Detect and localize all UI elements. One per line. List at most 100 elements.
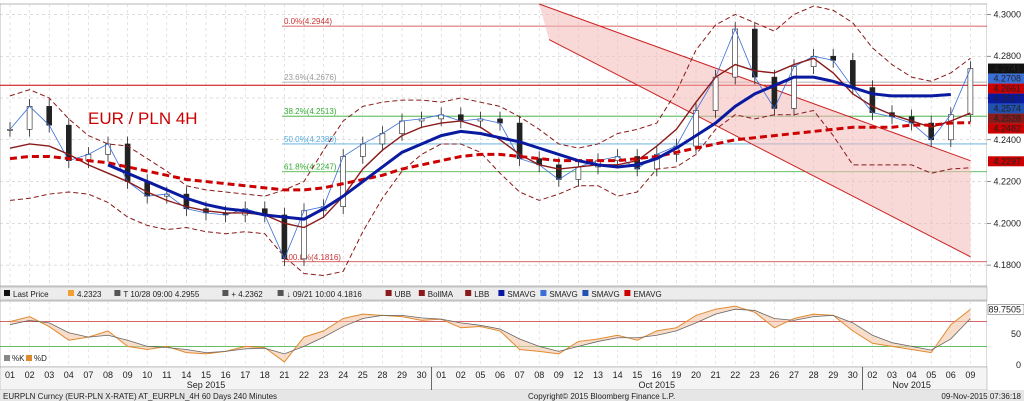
legend-swatch (114, 290, 121, 296)
legend-label: + 4.2362 (231, 290, 263, 299)
date-tick-label: 05 (475, 370, 485, 380)
date-tick-label: 21 (711, 370, 721, 380)
price-tag-label: 4.2617 (993, 94, 1021, 104)
fib-label: 100.0%(4.1816) (284, 253, 341, 262)
candle-body (555, 164, 562, 180)
fib-label: 0.0%(4.2944) (284, 17, 332, 26)
date-tick-label: 08 (534, 370, 544, 380)
date-tick-label: 30 (848, 370, 858, 380)
footer-bar: EURPLN Curncy (EUR-PLN X-RATE) AT_EURPLN… (0, 390, 1024, 401)
date-tick-label: 09 (554, 370, 564, 380)
fib-label: 23.6%(4.2676) (284, 73, 337, 82)
chart-title: EUR / PLN 4H (88, 109, 198, 128)
legend-swatch (4, 290, 10, 296)
price-tag-label: 4.2708 (993, 74, 1021, 84)
price-tick-label: 4.1800 (993, 260, 1021, 270)
date-tick-label: 06 (495, 370, 505, 380)
candle-body (947, 114, 954, 141)
channel-fill (539, 4, 971, 257)
price-tag-bg (988, 156, 1024, 167)
legend-label: SMAVG (549, 290, 577, 299)
price-tag-bg (988, 63, 1024, 74)
date-tick-label: 06 (946, 370, 956, 380)
ema-line (9, 121, 971, 192)
date-tick-label: 07 (83, 370, 93, 380)
candle-body (124, 143, 131, 182)
date-axis: 01 02 03 04 07 08 09 10 11 14 15 16 17 18 21 22 23 24 25 28… (0, 366, 988, 391)
legend-label: BollMA (428, 290, 454, 299)
date-tick-label: 01 (5, 370, 15, 380)
date-tick-label: 01 (436, 370, 446, 380)
date-tick-label: 22 (299, 370, 309, 380)
candle-body (340, 156, 347, 207)
fib-label: 61.8%(4.2247) (284, 163, 337, 172)
price-tick-label: 4.3000 (993, 9, 1021, 19)
price-axis-bg (987, 4, 1024, 286)
price-tick-label: 4.2400 (993, 135, 1021, 145)
price-tag-bg (988, 113, 1024, 124)
date-tick-label: 12 (573, 370, 583, 380)
footer-center: Copyright© 2015 Bloomberg Finance L.P. (528, 392, 675, 401)
price-tag-bg (988, 123, 1024, 134)
date-tick-label: 09 (965, 370, 975, 380)
date-tick-label: 02 (25, 370, 35, 380)
candle-body (46, 106, 53, 126)
legend-swatch (222, 290, 229, 296)
price-tag-bg (988, 93, 1024, 104)
legend-swatch (465, 290, 472, 296)
legend-swatch (540, 290, 547, 296)
date-tick-label: 03 (887, 370, 897, 380)
lower-bollinger-line (9, 109, 971, 277)
price-tag-bg (988, 103, 1024, 114)
fib-label: 50.0%(4.2380) (284, 135, 337, 144)
price-tags: 4.27414.27084.26614.26174.25744.25284.24… (988, 63, 1024, 167)
month-label: Oct 2015 (639, 380, 676, 390)
legend-swatch (418, 290, 425, 296)
candle-body (869, 87, 876, 113)
price-tag-bg (988, 83, 1024, 94)
date-tick-label: 13 (593, 370, 603, 380)
date-tick-label: 11 (162, 370, 171, 380)
candle-body (771, 76, 778, 109)
date-tick-label: 27 (789, 370, 799, 380)
legend-swatch (385, 290, 392, 296)
price-tag-label: 4.2661 (993, 84, 1021, 94)
candle-body (359, 143, 366, 157)
legend-label: 4.2323 (77, 290, 102, 299)
osc-legend-label: %D (34, 354, 47, 363)
osc-k-line (9, 305, 971, 363)
indicator-lines (9, 5, 971, 277)
date-tick-label: 18 (260, 370, 270, 380)
price-tick-label: 4.2000 (993, 218, 1021, 228)
date-tick-label: 21 (279, 370, 289, 380)
candle-body (281, 214, 288, 260)
legend-label: LBB (474, 290, 489, 299)
channel-lower-line (548, 39, 971, 258)
osc-d-line (9, 308, 971, 355)
price-tick-label: 4.2200 (993, 177, 1021, 187)
candle-body (849, 60, 856, 88)
legend-label: ↓ 09/21 10:00 4.1816 (287, 290, 363, 299)
price-tag-label: 4.2297 (993, 156, 1021, 166)
candle-body (105, 143, 111, 155)
legend-swatch (498, 290, 505, 296)
date-tick-label: 30 (417, 370, 427, 380)
candle-body (26, 106, 33, 130)
date-tick-label: 28 (377, 370, 387, 380)
date-tick-label: 15 (632, 370, 642, 380)
date-tick-label: 04 (907, 370, 917, 380)
footer-left: EURPLN Curncy (EUR-PLN X-RATE) AT_EURPLN… (3, 392, 277, 401)
footer-right: 09-Nov-2015 07:36:18 (941, 392, 1021, 401)
date-tick-label: 14 (181, 370, 191, 380)
indicator-legend: Last Price 4.2323 T 10/28 09:00 4.2955 + 4.… (0, 286, 988, 301)
bollinger-ma-line (9, 57, 971, 229)
price-tick-label: 4.2800 (993, 51, 1021, 61)
date-tick-label: 09 (123, 370, 133, 380)
osc-tick-label: 0 (1016, 360, 1021, 370)
legend-label: Last Price (13, 290, 49, 299)
upper-bollinger-line (9, 5, 971, 197)
date-tick-label: 05 (926, 370, 936, 380)
date-tick-label: 10 (142, 370, 152, 380)
osc-tag-label: 89.7505 (988, 304, 1021, 314)
date-tick-label: 29 (828, 370, 838, 380)
